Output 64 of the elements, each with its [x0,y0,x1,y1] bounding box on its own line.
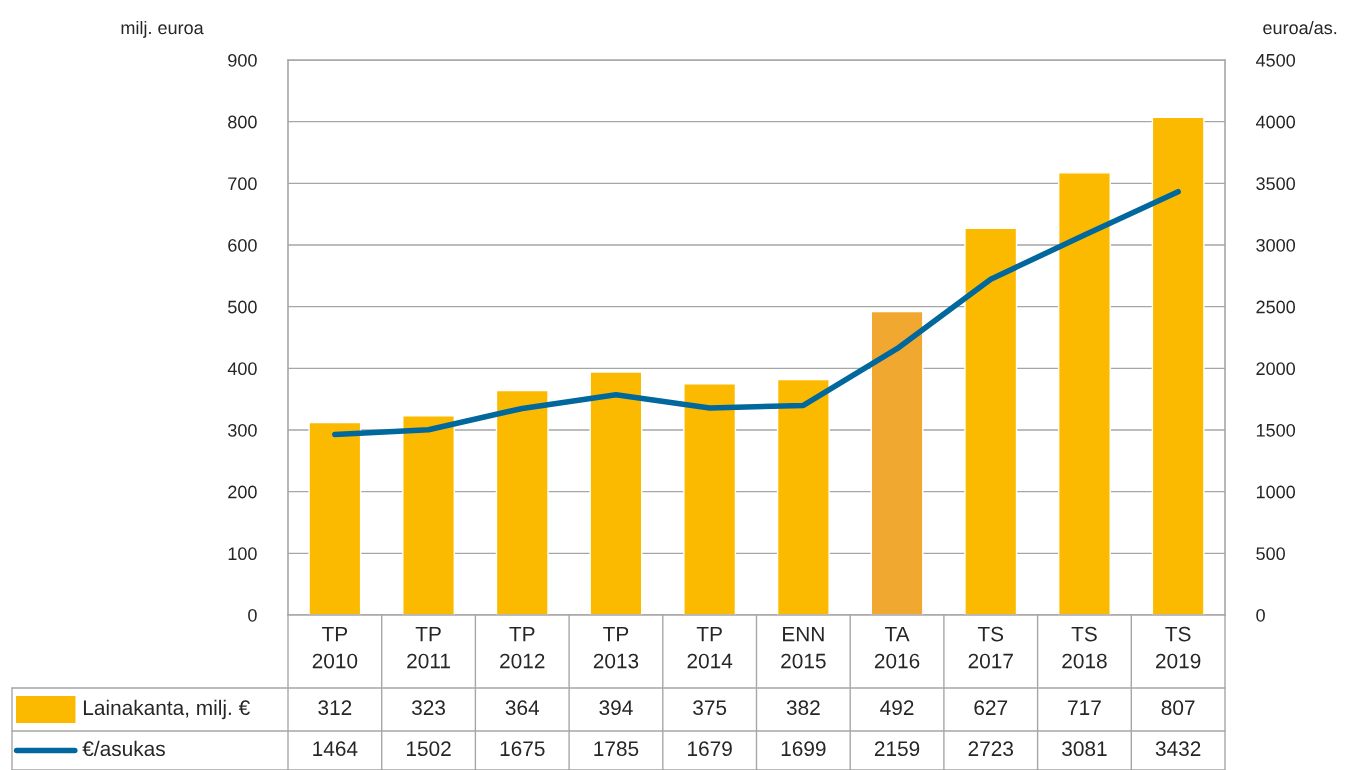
bar [589,371,643,615]
bar [402,415,456,615]
data-label: 323 [411,700,446,716]
data-label: 492 [880,700,914,716]
y-tick-label: 600 [228,238,257,252]
bar [683,383,737,615]
data-label: 394 [599,700,633,716]
y2-tick-label: 0 [1256,608,1265,622]
bar [870,310,924,615]
data-label: 2159 [874,741,920,757]
bar [1151,116,1205,615]
data-label: 3432 [1155,741,1201,757]
data-label: 1464 [313,741,358,757]
bar [1057,172,1111,615]
y-tick-label: 800 [228,115,257,129]
x-tick-label: TP 2012 [500,626,545,669]
x-tick-label: TA 2016 [874,626,920,669]
data-label: 717 [1068,700,1101,715]
data-label: 312 [318,700,352,716]
y2-axis-title: euroa/as. [1263,20,1337,35]
y2-tick-label: 3000 [1256,238,1296,252]
data-label: 1785 [594,741,639,757]
x-tick-label: TP 2014 [687,626,733,669]
y-tick-label: 0 [248,608,257,622]
y-tick-label: 400 [227,362,257,376]
y-tick-label: 500 [228,300,257,314]
y2-tick-label: 4500 [1255,53,1296,67]
data-label: 375 [693,700,727,716]
data-label: 364 [505,700,540,716]
x-tick-label: TP 2013 [593,626,639,669]
x-tick-label: TP 2011 [407,626,450,669]
data-label: 1502 [406,741,451,757]
y-tick-label: 900 [228,53,257,67]
y-tick-label: 700 [228,177,257,191]
y-tick-label: 100 [228,547,257,561]
data-label: 3081 [1062,741,1107,757]
x-tick-label: TS 2019 [1156,626,1201,669]
y-axis-title: milj. euroa [121,20,204,38]
y2-tick-label: 3500 [1256,177,1296,191]
data-label: 627 [974,700,1008,716]
data-label: 382 [786,700,820,716]
legend-label: Lainakanta, milj. € [83,699,250,720]
bar [308,421,362,615]
y2-tick-label: 1000 [1256,485,1296,499]
legend-label: €/asukas [82,740,165,757]
bar [964,227,1018,615]
data-label: 1679 [688,741,732,757]
x-tick-label: ENN 2015 [781,626,826,669]
data-label: 1699 [781,741,826,757]
x-tick-label: TS 2018 [1062,626,1107,669]
bar [776,378,830,615]
y2-tick-label: 2000 [1256,362,1296,376]
data-label: 2723 [968,741,1014,757]
data-label: 1675 [500,741,545,757]
y2-tick-label: 2500 [1256,300,1296,314]
y-tick-label: 200 [228,485,257,499]
y2-tick-label: 1500 [1256,423,1296,437]
y2-tick-label: 4000 [1255,115,1296,129]
x-tick-label: TP 2010 [312,626,358,669]
x-tick-label: TS 2017 [968,626,1013,669]
y2-tick-label: 500 [1256,547,1285,561]
bar [495,389,549,615]
data-label: 807 [1161,700,1195,716]
y-tick-label: 300 [228,423,257,437]
